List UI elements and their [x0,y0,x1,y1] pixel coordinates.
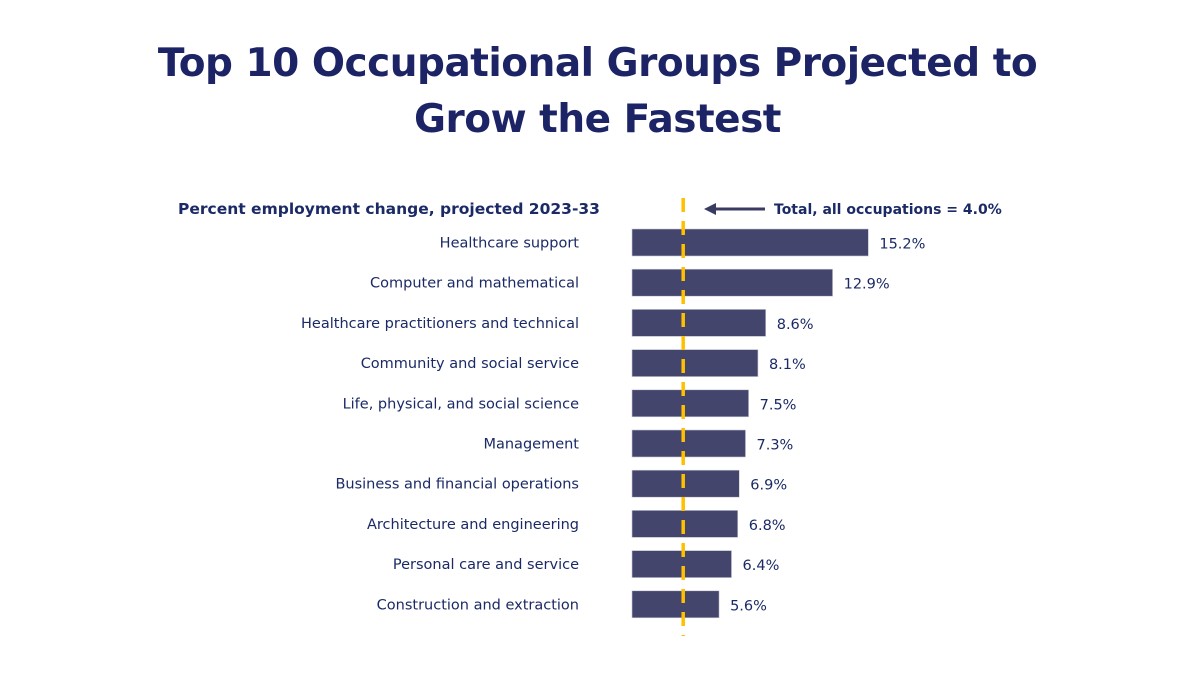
category-label: Business and financial operations [335,477,579,493]
bar [631,349,759,377]
category-label: Community and social service [361,356,579,372]
category-label: Construction and extraction [377,597,579,613]
bar [631,389,749,418]
category-label: Architecture and engineering [367,517,579,533]
chart-subtitle: Percent employment change, projected 202… [178,200,600,218]
value-label: 8.6% [777,317,814,333]
bar [631,228,869,257]
value-label: 6.4% [743,558,780,574]
arrowhead-icon [704,203,716,215]
bar [631,590,720,619]
category-label: Life, physical, and social science [343,396,579,412]
value-label: 7.5% [760,397,797,413]
value-label: 12.9% [844,277,890,293]
bar [631,469,740,498]
category-label: Personal care and service [393,557,579,573]
bar [631,309,767,337]
value-label: 5.6% [730,598,767,614]
bar [631,268,833,297]
category-label: Management [483,437,579,453]
category-label: Healthcare support [440,236,580,252]
value-label: 7.3% [757,438,794,454]
value-label: 8.1% [769,357,806,373]
reference-annotation: Total, all occupations = 4.0% [704,202,1002,218]
bar [631,429,746,458]
title-line-2: Grow the Fastest [414,97,781,142]
reference-label: Total, all occupations = 4.0% [774,202,1002,218]
category-label: Healthcare practitioners and technical [301,316,579,332]
title-line-1: Top 10 Occupational Groups Projected to [157,41,1038,86]
value-label: 6.8% [749,518,786,534]
value-label: 6.9% [750,478,787,494]
chart-title: Top 10 Occupational Groups Projected to … [0,36,1195,148]
category-label: Computer and mathematical [370,276,579,292]
value-label: 15.2% [879,237,925,253]
